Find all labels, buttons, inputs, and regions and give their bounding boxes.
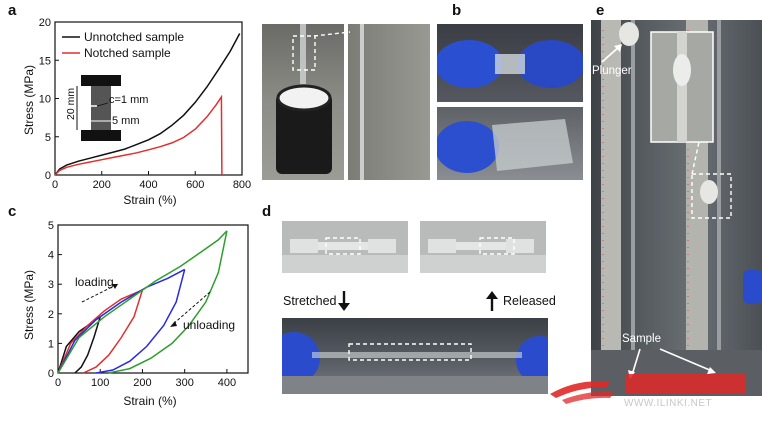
chart-stress-strain-a: 0 200 400 600 800 0 5 10 15 20 Unnotched sample N… <box>22 17 251 207</box>
watermark-logo <box>550 374 746 404</box>
x-tick-label: 800 <box>233 179 251 191</box>
y-axis-label-a: Stress (MPa) <box>22 65 36 135</box>
inset-sample-schematic <box>76 75 121 141</box>
legend-label-unnotched: Unnotched sample <box>84 30 184 44</box>
inset-dim-width: 5 mm <box>112 115 140 127</box>
y-tick-label: 15 <box>39 55 51 67</box>
unloading-curve-2 <box>95 269 186 374</box>
photo-weight-hanging <box>262 24 344 180</box>
y-tick-label: 0 <box>45 170 51 182</box>
photo-zoomed-strip <box>348 24 430 180</box>
label-stretched: Stretched <box>283 294 337 308</box>
arrow-plunger-icon <box>601 44 622 63</box>
annotation-unloading: unloading <box>183 318 235 332</box>
x-tick-label: 400 <box>139 179 157 191</box>
x-tick-label: 200 <box>93 179 111 191</box>
unloading-curve-0 <box>74 316 101 374</box>
zoom-connector-a <box>313 31 351 37</box>
x-tick-label: 100 <box>91 377 109 389</box>
unloading-curve-3 <box>108 230 228 374</box>
x-tick-label: 300 <box>175 377 193 389</box>
label-plunger: Plunger <box>592 65 632 77</box>
photo-film <box>437 107 583 180</box>
panel-label-a: a <box>8 2 17 19</box>
y-axis-label-c: Stress (MPa) <box>22 270 36 340</box>
x-tick-label: 400 <box>218 377 236 389</box>
panel-label-b: b <box>452 2 462 19</box>
y-tick-label: 10 <box>39 94 51 106</box>
inset-dim-notch: c=1 mm <box>109 94 148 106</box>
arrow-down-icon <box>338 291 350 311</box>
x-tick-label: 200 <box>133 377 151 389</box>
photo-stretched <box>282 318 548 394</box>
plot-frame <box>57 224 249 374</box>
photo-before-stretch <box>282 221 408 273</box>
x-axis-label-a: Strain (%) <box>123 193 176 207</box>
y-tick-label: 1 <box>48 338 54 350</box>
x-tick-label: 0 <box>55 377 61 389</box>
inset-dim-vertical: 20 mm <box>65 88 77 120</box>
unloading-curve-1 <box>82 289 144 374</box>
y-tick-label: 3 <box>48 279 54 291</box>
arrow-up-icon <box>486 291 498 311</box>
y-tick-label: 5 <box>48 220 54 232</box>
label-released: Released <box>503 294 556 308</box>
y-tick-label: 4 <box>48 250 54 262</box>
photo-plunger-test <box>591 20 762 396</box>
loading-curve-2 <box>57 268 186 374</box>
y-tick-label: 5 <box>45 132 51 144</box>
y-tick-label: 20 <box>39 17 51 29</box>
x-tick-label: 0 <box>52 179 58 191</box>
photo-twisting <box>437 24 583 102</box>
legend-label-notched: Notched sample <box>84 46 171 60</box>
label-sample: Sample <box>622 333 661 345</box>
chart-cyclic-c: 0 100 200 300 400 0 1 2 3 4 5 loading unloading St… <box>22 220 249 408</box>
annotation-loading: loading <box>75 275 114 289</box>
y-tick-label: 2 <box>48 309 54 321</box>
panel-label-c: c <box>8 203 17 220</box>
loading-curve-1 <box>57 289 143 374</box>
plot-frame <box>54 21 243 176</box>
photo-after-release <box>420 221 546 273</box>
y-tick-label: 0 <box>48 368 54 380</box>
loading-curve-3 <box>57 230 228 374</box>
x-tick-label: 600 <box>186 179 204 191</box>
panel-label-e: e <box>596 2 605 19</box>
x-axis-label-c: Strain (%) <box>123 394 176 408</box>
series-line-unnotched <box>54 33 241 176</box>
watermark-url: WWW.ILINKI.NET <box>624 398 713 409</box>
series-line-notched <box>54 94 223 176</box>
panel-label-d: d <box>262 203 272 220</box>
